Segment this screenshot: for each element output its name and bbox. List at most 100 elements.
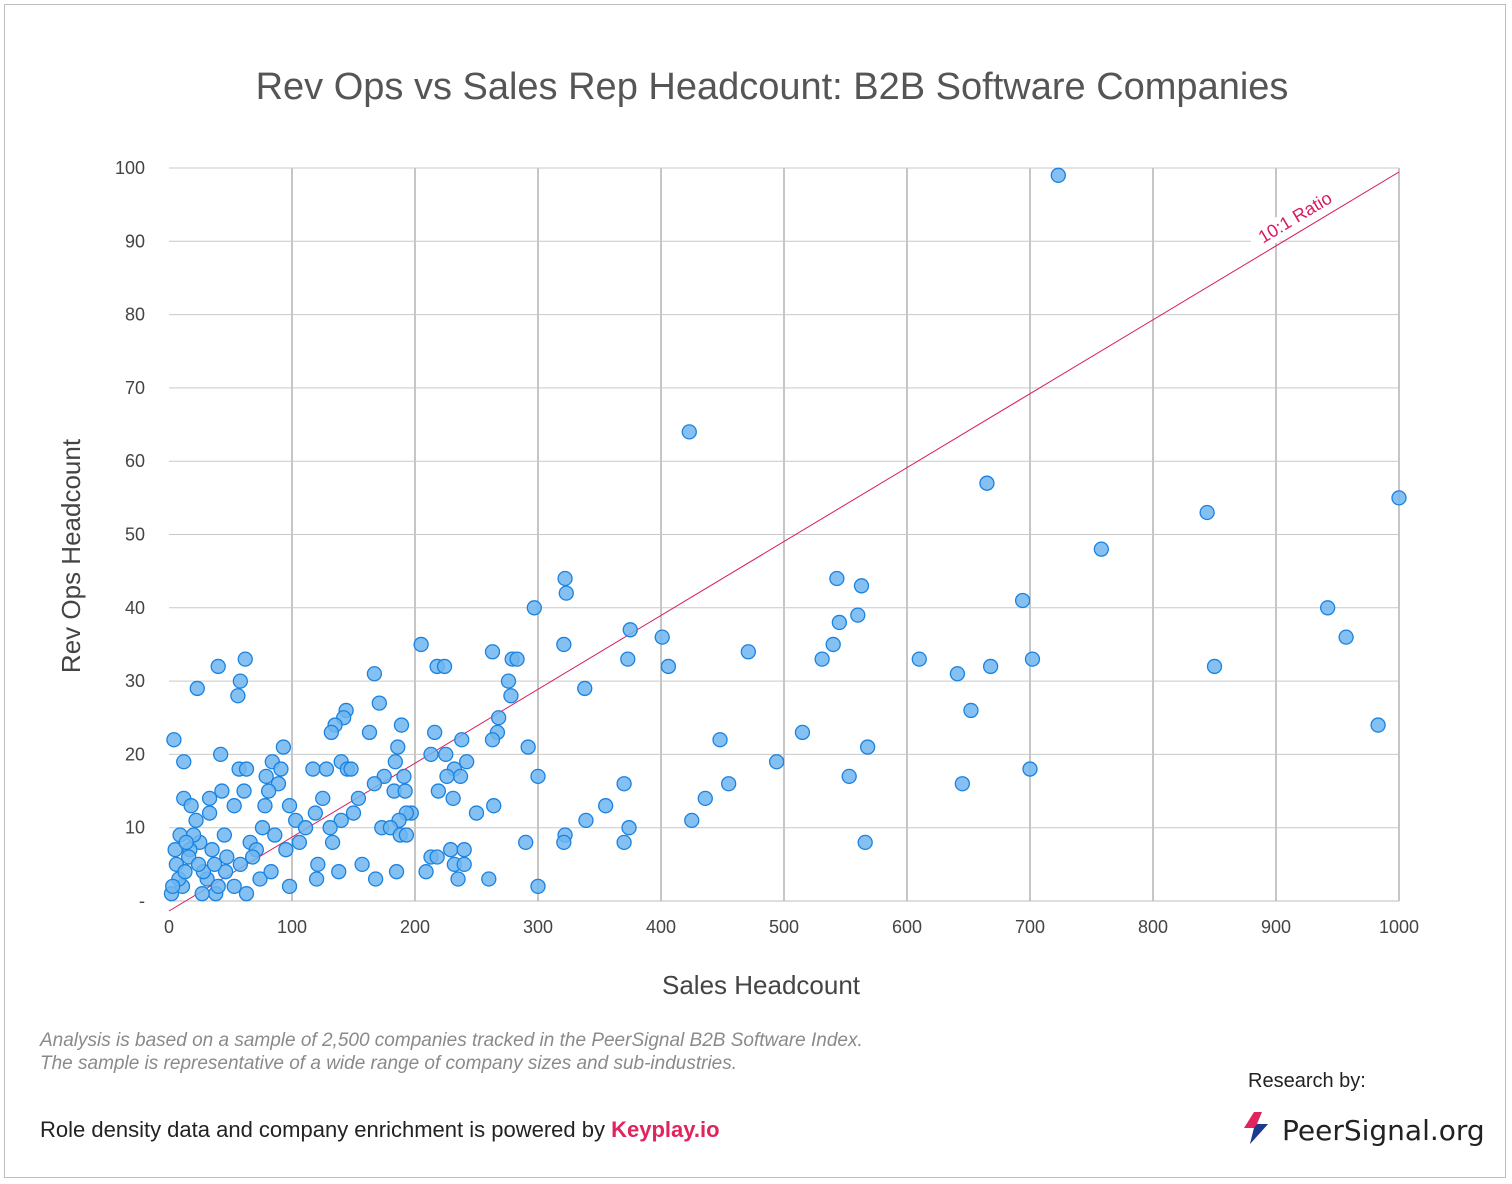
data-point <box>413 636 429 653</box>
data-point <box>1199 504 1215 521</box>
powered-by-text: Role density data and company enrichment… <box>40 1117 612 1142</box>
data-point <box>556 834 572 851</box>
data-point <box>841 768 857 785</box>
data-point <box>194 886 210 902</box>
data-point <box>829 570 845 587</box>
x-tick-label: 100 <box>277 917 307 937</box>
data-point <box>979 475 995 491</box>
data-point <box>177 864 193 880</box>
data-point <box>857 834 873 851</box>
y-tick-label: 20 <box>125 744 145 764</box>
data-point <box>230 688 246 704</box>
data-point <box>252 871 268 887</box>
data-point <box>503 688 519 704</box>
ratio-label-bg <box>1247 183 1345 254</box>
data-point <box>226 798 242 814</box>
data-point <box>660 658 677 675</box>
data-point <box>237 651 253 667</box>
peersignal-logo[interactable]: PeerSignal.org <box>1240 1110 1485 1150</box>
data-point <box>176 754 192 770</box>
data-point <box>238 761 255 777</box>
data-point <box>331 864 347 880</box>
data-point <box>456 856 472 872</box>
data-point <box>307 805 324 821</box>
data-point <box>436 658 453 675</box>
data-point <box>1206 658 1223 675</box>
data-point <box>831 614 847 631</box>
data-point <box>267 827 283 843</box>
data-point <box>324 834 341 851</box>
data-point <box>238 886 255 902</box>
peersignal-bolt-icon <box>1240 1110 1272 1151</box>
data-point <box>954 776 970 792</box>
ratio-label-group: 10:1 Ratio <box>1247 183 1345 254</box>
data-point <box>438 746 454 763</box>
data-point <box>236 783 252 799</box>
data-point <box>1338 629 1354 645</box>
x-tick-label: 0 <box>164 917 174 937</box>
data-point <box>361 724 378 741</box>
data-point <box>768 754 785 770</box>
data-point <box>445 790 461 807</box>
data-point <box>396 768 412 785</box>
research-by-label: Research by: <box>1248 1070 1366 1092</box>
data-point <box>393 717 410 733</box>
data-point <box>308 871 325 887</box>
data-point <box>165 878 181 894</box>
data-point <box>577 680 593 697</box>
data-point <box>721 776 737 792</box>
data-point <box>509 651 525 667</box>
data-point <box>423 746 439 763</box>
y-tick-label: - <box>139 891 145 911</box>
data-point <box>558 585 574 601</box>
data-point <box>323 724 340 741</box>
data-point <box>1050 167 1066 183</box>
keyplay-link[interactable]: Keyplay.io <box>611 1117 720 1142</box>
data-point <box>350 790 367 807</box>
data-point <box>439 768 455 785</box>
data-point <box>1093 541 1109 557</box>
data-point <box>616 834 632 851</box>
data-point <box>201 790 218 807</box>
data-point <box>254 820 271 836</box>
data-point <box>684 812 700 829</box>
data-point <box>1391 490 1407 506</box>
y-tick-label: 50 <box>125 525 145 545</box>
data-point <box>260 783 277 799</box>
data-point <box>814 651 830 667</box>
data-point <box>322 820 338 836</box>
data-point <box>1370 717 1386 733</box>
y-tick-label: 60 <box>125 451 145 471</box>
x-tick-label: 300 <box>523 917 553 937</box>
data-point <box>697 790 713 807</box>
data-point <box>850 607 866 623</box>
data-point <box>459 754 475 770</box>
data-point <box>318 761 335 777</box>
data-point <box>189 680 205 697</box>
methodology-note: Analysis is based on a sample of 2,500 c… <box>40 1030 863 1074</box>
data-point <box>354 856 370 872</box>
data-point <box>297 820 314 836</box>
data-point <box>371 695 387 711</box>
data-point <box>963 702 979 719</box>
data-point <box>430 783 447 799</box>
data-point <box>712 732 728 748</box>
data-point <box>273 761 289 777</box>
data-point <box>257 798 273 814</box>
data-point <box>518 834 534 851</box>
data-point <box>390 739 406 755</box>
data-point <box>167 842 183 858</box>
data-point <box>654 629 670 645</box>
data-point <box>214 783 230 799</box>
data-point <box>520 739 536 755</box>
data-point <box>456 842 472 858</box>
data-point <box>949 666 966 682</box>
data-point <box>210 878 226 894</box>
data-point <box>616 776 632 792</box>
data-point <box>206 856 223 872</box>
data-point <box>190 856 207 872</box>
data-point <box>468 805 485 821</box>
data-point <box>484 644 501 660</box>
data-point <box>315 790 331 807</box>
data-point <box>620 651 636 667</box>
